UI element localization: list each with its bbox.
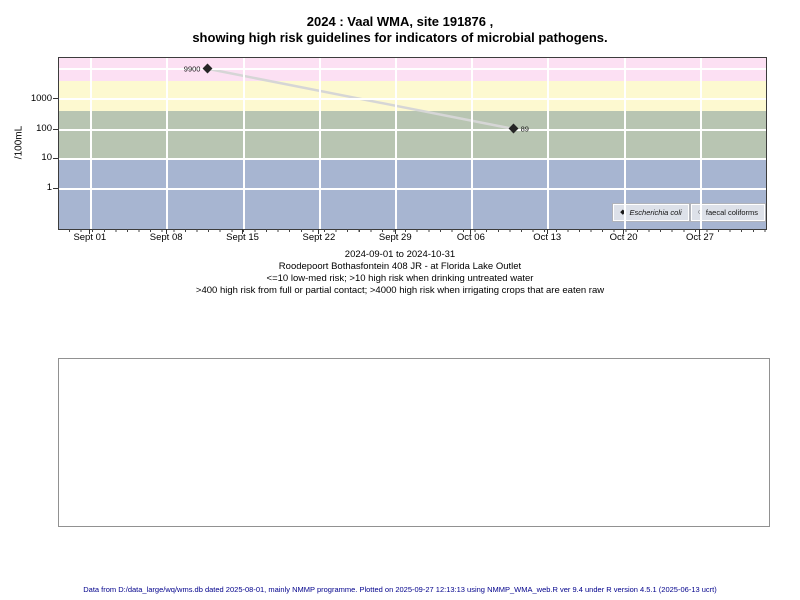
h-gridline <box>59 187 766 190</box>
x-tick-label: Sept 01 <box>73 232 107 243</box>
h-gridline <box>59 67 766 70</box>
chart-title: 2024 : Vaal WMA, site 191876 , showing h… <box>0 14 800 46</box>
y-axis-tick <box>53 128 58 130</box>
x-tick-label: Sept 15 <box>226 232 259 243</box>
x-axis-tick <box>318 229 320 234</box>
caption-risk-line2: >400 high risk from full or partial cont… <box>195 285 605 296</box>
y-tick-label: 1000 <box>30 92 52 104</box>
y-axis-tick <box>53 157 58 159</box>
x-axis-minor-ticks <box>59 229 766 232</box>
y-axis-tick <box>53 187 58 189</box>
legend: ◆ Escherichia coli ○ faecal coliforms <box>611 204 765 221</box>
h-gridline <box>59 157 766 160</box>
v-gridline <box>547 58 550 229</box>
x-tick-label: Sept 29 <box>378 232 412 243</box>
x-tick-label: Sept 08 <box>149 232 183 243</box>
y-tick-label: 1 <box>46 182 52 194</box>
y-axis-label: /100mL <box>13 125 25 160</box>
x-tick-label: Oct 20 <box>609 232 638 243</box>
risk-band-10-400-drinking-risk <box>59 111 766 159</box>
filled-diamond-icon: ◆ <box>620 209 625 216</box>
x-axis-tick <box>699 229 701 234</box>
caption-date-range: 2024-09-01 to 2024-10-31 <box>344 249 456 260</box>
data-point-label: 89 <box>520 124 529 134</box>
chart-title-line1: 2024 : Vaal WMA, site 191876 , <box>306 14 494 29</box>
chart-title-line2: showing high risk guidelines for indicat… <box>192 30 608 45</box>
v-gridline <box>318 58 321 229</box>
legend-item-faecal-coliforms: ○ faecal coliforms <box>690 204 765 221</box>
legend-label-faecal-coliforms: faecal coliforms <box>705 208 758 217</box>
v-gridline <box>395 58 398 229</box>
h-gridline <box>59 98 766 101</box>
v-gridline <box>166 58 169 229</box>
x-axis-tick <box>546 229 548 234</box>
y-tick-label: 100 <box>36 123 52 135</box>
h-gridline <box>59 128 766 131</box>
x-axis-tick <box>242 229 244 234</box>
v-gridline <box>470 58 473 229</box>
y-axis-tick <box>53 98 58 100</box>
legend-item-escherichia-coli: ◆ Escherichia coli <box>613 204 689 221</box>
x-axis-tick <box>394 229 396 234</box>
x-tick-label: Sept 22 <box>302 232 336 243</box>
caption-risk-line1: <=10 low-med risk; >10 high risk when dr… <box>266 273 534 284</box>
v-gridline <box>89 58 92 229</box>
x-axis-tick <box>623 229 625 234</box>
data-point-label: 9900 <box>183 64 201 74</box>
x-axis-tick <box>470 229 472 234</box>
caption-block: 2024-09-01 to 2024-10-31 Roodepoort Both… <box>0 249 800 297</box>
x-axis-tick <box>165 229 167 234</box>
x-axis-tick <box>89 229 91 234</box>
v-gridline <box>242 58 245 229</box>
x-tick-label: Oct 06 <box>456 232 485 243</box>
legend-label-escherichia-coli: Escherichia coli <box>629 208 682 217</box>
plot-area: ◆ Escherichia coli ○ faecal coliforms 99… <box>58 57 767 230</box>
y-tick-label: 10 <box>41 152 52 164</box>
x-tick-label: Oct 13 <box>533 232 562 243</box>
v-gridline <box>623 58 626 229</box>
empty-panel <box>58 358 770 527</box>
risk-band-400-4000-contact-risk <box>59 81 766 111</box>
caption-site-name: Roodepoort Bothasfontein 408 JR - at Flo… <box>278 261 522 272</box>
footer-text: Data from D:/data_large/wq/wms.db dated … <box>83 585 717 594</box>
x-tick-label: Oct 27 <box>685 232 714 243</box>
v-gridline <box>699 58 702 229</box>
open-circle-icon: ○ <box>698 209 702 216</box>
